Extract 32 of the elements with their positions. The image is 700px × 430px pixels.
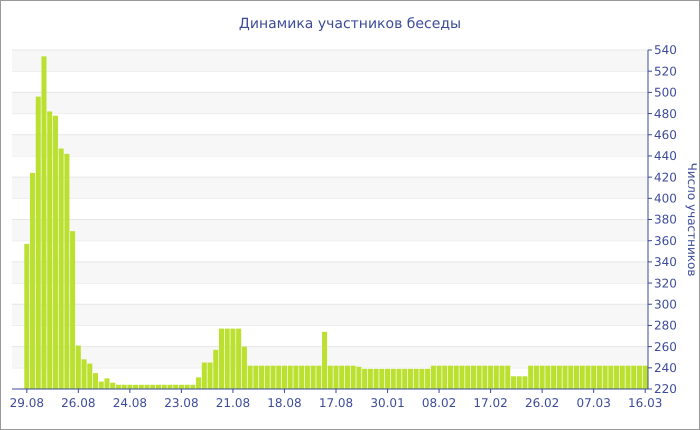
y-tick-label: 320	[654, 276, 677, 290]
y-tick-label: 500	[654, 86, 677, 100]
y-tick-label: 480	[654, 106, 677, 121]
y-axis-title: Число участников	[685, 162, 699, 276]
y-tick-label: 300	[654, 297, 677, 312]
y-tick-label: 380	[654, 212, 677, 227]
y-tick-label: 520	[654, 64, 677, 78]
x-tick-label: 07.03	[576, 396, 611, 410]
y-tick-label: 400	[654, 192, 677, 206]
x-tick-label: 17.08	[318, 396, 354, 410]
y-tick-label: 220	[654, 382, 677, 396]
y-tick-label: 260	[654, 340, 677, 354]
x-tick-label: 16.03	[628, 396, 662, 410]
y-tick-label: 240	[654, 361, 677, 376]
x-tick-label: 17.02	[473, 396, 508, 410]
y-tick-label: 540	[654, 43, 677, 58]
x-tick-label: 30.01	[370, 396, 405, 410]
x-tick-label: 29.08	[10, 396, 44, 410]
y-tick-label: 440	[654, 149, 677, 164]
y-tick-label: 280	[654, 318, 677, 333]
y-tick-label: 360	[654, 234, 677, 248]
y-tick-label: 420	[654, 170, 677, 184]
chart-title: Динамика участников беседы	[238, 16, 462, 32]
x-tick-label: 23.08	[164, 396, 199, 410]
x-tick-label: 24.08	[112, 396, 148, 410]
x-tick-label: 21.08	[216, 396, 250, 410]
x-tick-label: 26.02	[524, 396, 560, 410]
y-tick-label: 340	[654, 255, 677, 270]
x-tick-label: 18.08	[267, 396, 302, 410]
x-tick-label: 08.02	[422, 396, 456, 410]
y-tick-label: 460	[654, 128, 677, 142]
x-tick-label: 26.08	[61, 396, 96, 410]
